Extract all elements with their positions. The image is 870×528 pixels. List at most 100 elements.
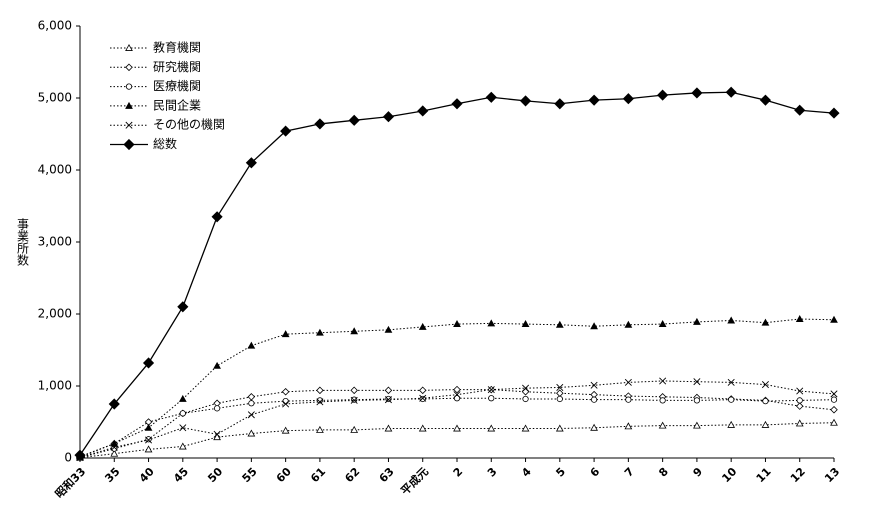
data-point <box>144 423 153 431</box>
legend-marker <box>125 83 133 90</box>
data-point <box>350 396 358 404</box>
x-tick-label: 62 <box>342 465 362 485</box>
data-point <box>453 320 461 328</box>
data-point <box>485 91 497 103</box>
x-tick-label: 12 <box>788 465 808 485</box>
data-point <box>693 378 701 386</box>
data-point <box>350 386 358 395</box>
data-point <box>213 433 221 441</box>
data-point <box>658 421 667 429</box>
data-point <box>693 317 701 325</box>
x-tick-label: 60 <box>274 465 294 485</box>
data-point <box>451 98 463 110</box>
data-point <box>590 396 598 403</box>
data-point <box>830 396 838 403</box>
data-point <box>350 327 359 335</box>
legend-label: 医療機関 <box>153 78 201 93</box>
data-point <box>555 320 564 328</box>
data-point <box>281 330 290 338</box>
data-point <box>725 86 737 98</box>
x-tick-label: 10 <box>719 465 739 485</box>
data-point <box>488 395 495 402</box>
data-point <box>316 425 324 433</box>
data-point <box>453 385 461 394</box>
data-point <box>830 405 838 414</box>
x-tick-label: 平成元 <box>398 464 431 497</box>
data-point <box>351 396 358 403</box>
data-point <box>622 93 634 105</box>
data-point <box>108 398 120 410</box>
data-point <box>74 449 86 461</box>
data-point <box>522 384 530 392</box>
data-point <box>796 397 803 404</box>
legend-label: 研究機関 <box>153 59 201 74</box>
data-point <box>384 396 392 404</box>
data-point <box>487 424 496 432</box>
data-point <box>213 430 221 438</box>
legend-label: その他の機関 <box>153 117 225 132</box>
data-point <box>830 315 838 323</box>
data-point <box>281 387 290 396</box>
data-point <box>142 357 155 369</box>
data-point <box>247 341 256 349</box>
data-point <box>417 105 429 117</box>
data-point <box>691 87 703 99</box>
x-tick-label: 50 <box>205 465 225 485</box>
y-tick-label: 0 <box>64 451 72 465</box>
data-point <box>282 400 290 408</box>
data-point <box>590 381 598 389</box>
data-point <box>385 395 392 403</box>
y-tick-label: 3,000 <box>38 235 72 249</box>
data-point <box>588 94 600 106</box>
data-point <box>727 316 736 324</box>
legend-label: 教育機関 <box>153 40 201 55</box>
data-point <box>247 411 255 419</box>
data-point <box>487 319 496 327</box>
x-tick-label: 45 <box>171 465 191 485</box>
data-point <box>761 318 770 326</box>
data-point <box>795 402 804 410</box>
data-point <box>316 386 324 395</box>
x-tick-label: 11 <box>754 465 774 485</box>
data-point <box>487 386 495 394</box>
data-point <box>213 361 221 369</box>
data-point <box>282 397 289 405</box>
data-point <box>453 395 461 402</box>
data-point <box>280 125 292 137</box>
data-point <box>522 395 529 403</box>
data-point <box>830 418 838 426</box>
data-point <box>418 322 427 330</box>
data-point <box>316 398 324 406</box>
data-point <box>555 424 564 432</box>
data-point <box>145 436 152 443</box>
data-point <box>453 391 461 399</box>
data-point <box>761 420 770 428</box>
x-tick-label: 2 <box>451 465 466 480</box>
x-tick-label: 63 <box>377 465 397 485</box>
data-point <box>761 381 769 389</box>
y-tick-label: 4,000 <box>38 163 72 177</box>
data-point <box>110 439 119 447</box>
data-point <box>384 386 393 395</box>
data-point <box>418 386 427 395</box>
x-tick-label: 5 <box>553 465 568 480</box>
data-point <box>830 390 838 398</box>
data-point <box>521 424 530 432</box>
data-point <box>693 397 701 404</box>
legend-marker <box>125 43 133 51</box>
legend-marker <box>123 138 135 151</box>
data-point <box>693 421 701 429</box>
data-point <box>178 394 187 402</box>
x-tick-label: 55 <box>240 465 260 485</box>
data-point <box>110 449 119 457</box>
data-point <box>213 405 221 412</box>
data-point <box>419 395 426 403</box>
x-tick-label: 6 <box>588 465 603 480</box>
data-point <box>179 410 186 417</box>
data-point <box>659 397 666 404</box>
data-point <box>590 322 598 330</box>
data-point <box>144 445 153 453</box>
data-point <box>727 420 736 428</box>
x-tick-label: 昭和33 <box>52 464 88 500</box>
